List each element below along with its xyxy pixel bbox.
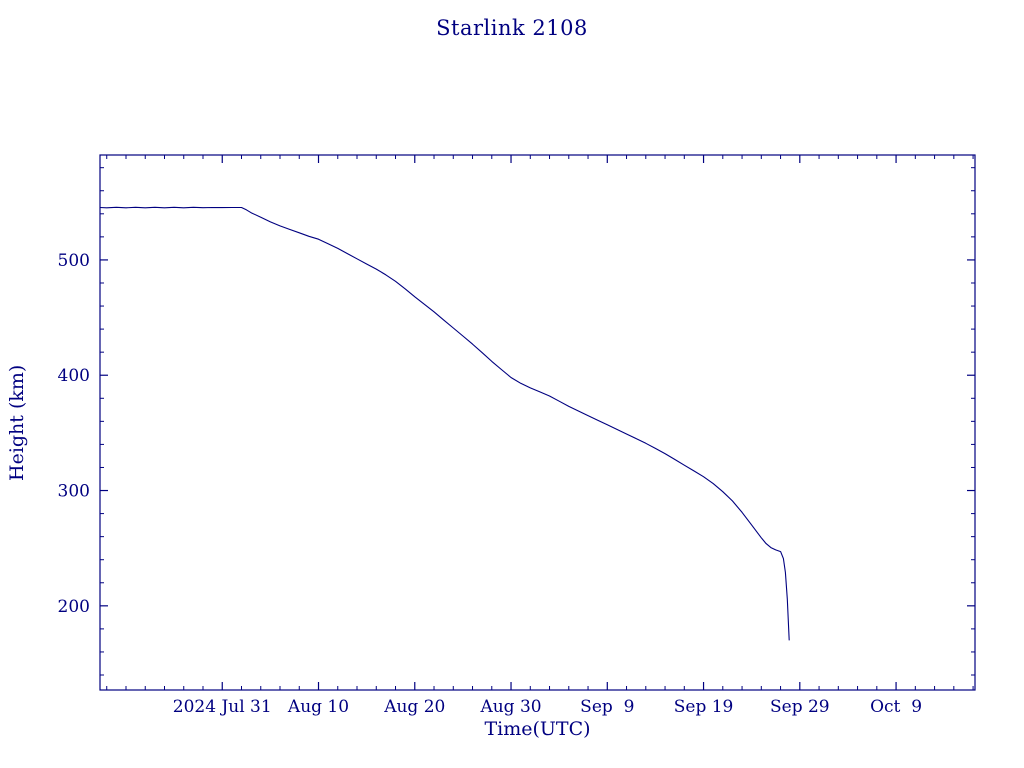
- x-tick-label: Sep 9: [580, 697, 634, 717]
- x-tick-label: Aug 10: [287, 697, 349, 717]
- x-tick-label: Aug 30: [479, 697, 541, 717]
- x-tick-label: Aug 20: [383, 697, 445, 717]
- plot-border: [99, 154, 976, 691]
- chart-title: Starlink 2108: [436, 16, 588, 40]
- y-tick-label: 400: [58, 366, 90, 386]
- x-tick-label: Sep 19: [674, 697, 734, 717]
- y-tick-label: 200: [58, 597, 90, 617]
- x-tick-label: Oct 9: [870, 697, 922, 717]
- x-tick-label: Sep 29: [770, 697, 830, 717]
- y-tick-label: 500: [58, 251, 90, 271]
- decay-line: [99, 206, 790, 641]
- x-tick-label: 2024 Jul 31: [173, 697, 272, 717]
- x-axis-title: Time(UTC): [484, 718, 591, 740]
- y-tick-label: 300: [58, 482, 90, 502]
